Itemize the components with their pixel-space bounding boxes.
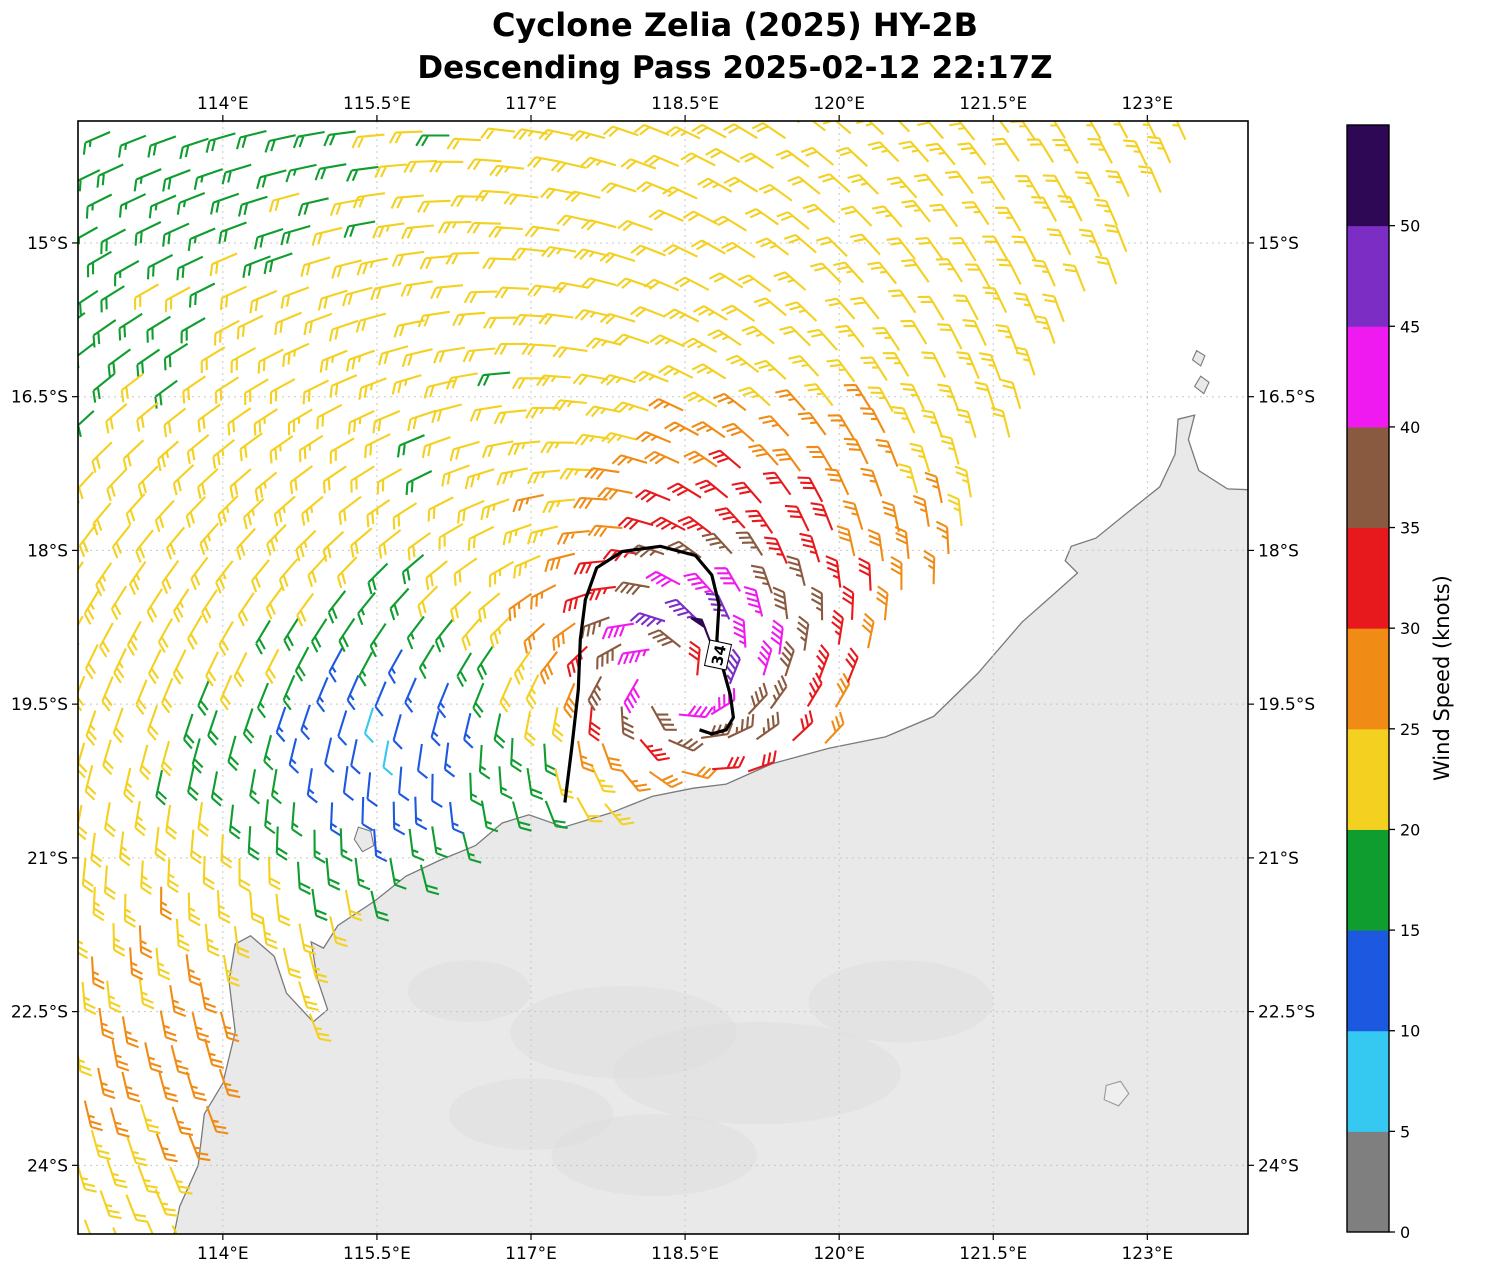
wind-barbs-10-15kt: [275, 647, 474, 863]
map-frame: [77, 120, 1249, 1235]
terrain-shading: [551, 1114, 757, 1197]
island: [1191, 349, 1206, 367]
colorbar-tick-label: 5: [1400, 1122, 1410, 1141]
colorbar-axis-label: Wind Speed (knots): [1430, 575, 1454, 782]
x-tick-label-bottom: 115.5°E: [343, 1244, 411, 1264]
colorbar-segment: [1347, 125, 1389, 227]
colorbar-segment: [1347, 1030, 1389, 1132]
colorbar-frame: [1346, 124, 1390, 1233]
y-tick-label-right: 21°S: [1258, 849, 1299, 869]
colorbar-segment: [1347, 225, 1389, 327]
colorbar-tick-label: 20: [1400, 820, 1420, 839]
colorbar-tick-label: 35: [1400, 519, 1420, 538]
y-tick-label-right: 16.5°S: [1258, 388, 1315, 408]
y-tick-label-right: 24°S: [1258, 1156, 1299, 1176]
colorbar-tick-label: 25: [1400, 720, 1420, 739]
y-tick-label-left: 19.5°S: [11, 695, 68, 715]
colorbar-tick-label: 10: [1400, 1022, 1420, 1041]
y-tick-label-right: 22.5°S: [1258, 1003, 1315, 1023]
colorbar-segment: [1347, 326, 1389, 428]
colorbar-segment: [1347, 829, 1389, 931]
colorbar-segment: [1347, 628, 1389, 730]
x-tick-label-top: 117°E: [505, 94, 557, 114]
chart-subtitle: Descending Pass 2025-02-12 22:17Z: [417, 50, 1053, 86]
chart-title: Cyclone Zelia (2025) HY-2B: [491, 6, 979, 44]
x-tick-label-top: 120°E: [813, 94, 865, 114]
colorbar-segment: [1347, 1131, 1389, 1233]
x-tick-label-bottom: 120°E: [813, 1244, 865, 1264]
colorbar-segment: [1347, 728, 1389, 830]
wind-barbs-5-10kt: [363, 707, 394, 776]
x-tick-label-bottom: 117°E: [505, 1244, 557, 1264]
x-tick-label-top: 123°E: [1121, 94, 1173, 114]
y-tick-label-left: 24°S: [27, 1156, 68, 1176]
colorbar: 0 5 10 15 20 25 30 35 40 45 50: [1346, 124, 1420, 1242]
contour-label-text: 34: [708, 643, 730, 667]
wind-barbs-25-30kt: [83, 383, 950, 1163]
y-tick-label-right: 18°S: [1258, 541, 1299, 561]
y-tick-label-left: 16.5°S: [11, 388, 68, 408]
y-tick-label-right: 15°S: [1258, 234, 1299, 254]
y-tick-label-left: 15°S: [27, 234, 68, 254]
salt-lake: [1103, 1080, 1130, 1107]
y-tick-label-left: 21°S: [27, 849, 68, 869]
x-tick-label-bottom: 123°E: [1121, 1244, 1173, 1264]
colorbar-segment: [1347, 426, 1389, 529]
colorbar-tick-label: 50: [1400, 217, 1420, 236]
terrain-shading: [510, 985, 737, 1079]
island: [1193, 375, 1210, 395]
wind-barbs-20-25kt: [78, 121, 1187, 1234]
x-tick-label-top: 114°E: [197, 94, 249, 114]
x-tick-label-top: 115.5°E: [343, 94, 411, 114]
x-tick-label-bottom: 121.5°E: [959, 1244, 1027, 1264]
contour-label-box: [703, 639, 733, 671]
wind-barbs-15-20kt: [78, 129, 568, 922]
contour-34kt: [563, 544, 735, 803]
y-tick-label-left: 22.5°S: [11, 1003, 68, 1023]
y-tick-label-left: 18°S: [27, 541, 68, 561]
colorbar-tick-label: 45: [1400, 317, 1420, 336]
x-tick-label-top: 121.5°E: [959, 94, 1027, 114]
terrain-shading: [407, 960, 532, 1022]
terrain-shading: [448, 1078, 614, 1150]
wind-barbs-40-45kt: [601, 567, 784, 719]
terrain-shading: [613, 1021, 901, 1125]
colorbar-segment: [1347, 930, 1389, 1032]
y-tick-label-right: 19.5°S: [1258, 695, 1315, 715]
colorbar-tick-label: 15: [1400, 921, 1420, 940]
colorbar-tick-label: 40: [1400, 418, 1420, 437]
terrain-shading: [808, 960, 994, 1043]
colorbar-segment: [1347, 527, 1389, 629]
island: [353, 826, 375, 853]
contour-label-group: 34: [703, 639, 733, 671]
x-tick-label-bottom: 118.5°E: [651, 1244, 719, 1264]
australia-coastline: [173, 414, 1248, 1234]
colorbar-tick-label: 0: [1400, 1223, 1410, 1242]
land-layer: [173, 349, 1248, 1234]
wind-barb-layer: [78, 121, 1187, 1234]
colorbar-tick-label: 30: [1400, 619, 1420, 638]
x-tick-label-top: 118.5°E: [651, 94, 719, 114]
x-tick-label-bottom: 114°E: [197, 1244, 249, 1264]
wind-barbs-30-35kt: [562, 449, 872, 773]
